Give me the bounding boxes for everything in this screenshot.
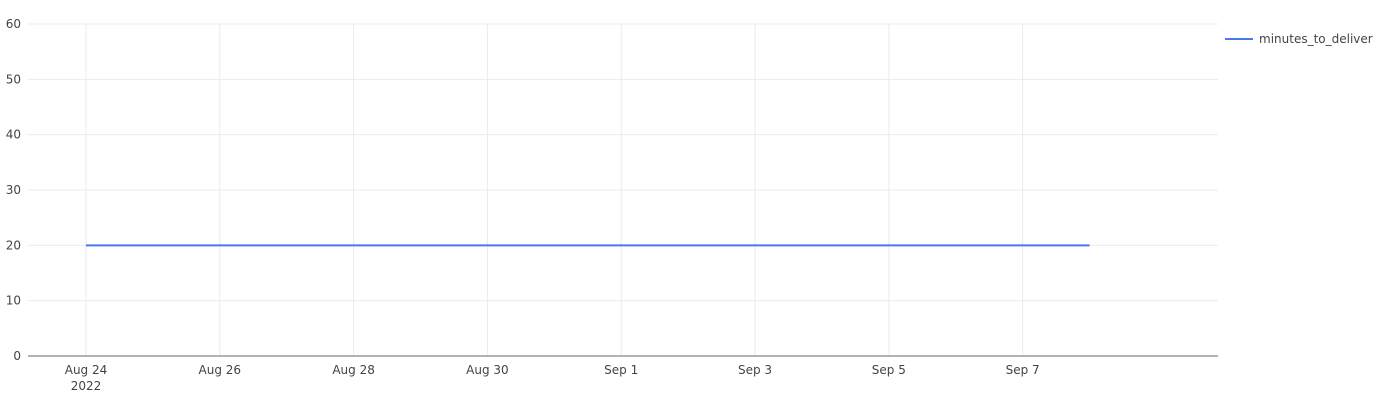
x-tick-label: Sep 3 [738, 363, 772, 377]
y-tick-label: 0 [13, 349, 21, 363]
x-tick-label: Sep 5 [872, 363, 906, 377]
y-tick-label: 60 [6, 17, 21, 31]
x-tick-label: Aug 26 [199, 363, 242, 377]
legend-label: minutes_to_deliver [1259, 32, 1373, 46]
x-tick-label: Aug 30 [466, 363, 509, 377]
x-tick-label: Sep 1 [604, 363, 638, 377]
y-tick-label: 10 [6, 294, 21, 308]
y-tick-label: 50 [6, 72, 21, 86]
x-tick-year-label: 2022 [71, 379, 102, 393]
axes: 0 10 20 30 40 50 60 Aug 24 2022 Aug 26 Aug 28 Aug 3… [6, 17, 1218, 393]
x-tick-label: Sep 7 [1006, 363, 1040, 377]
y-tick-label: 40 [6, 128, 21, 142]
y-tick-label: 20 [6, 238, 21, 252]
y-tick-label: 30 [6, 183, 21, 197]
x-tick-label: Aug 28 [332, 363, 375, 377]
x-tick-label: Aug 24 [65, 363, 108, 377]
legend[interactable]: minutes_to_deliver [1225, 32, 1373, 46]
grid [28, 23, 1218, 356]
